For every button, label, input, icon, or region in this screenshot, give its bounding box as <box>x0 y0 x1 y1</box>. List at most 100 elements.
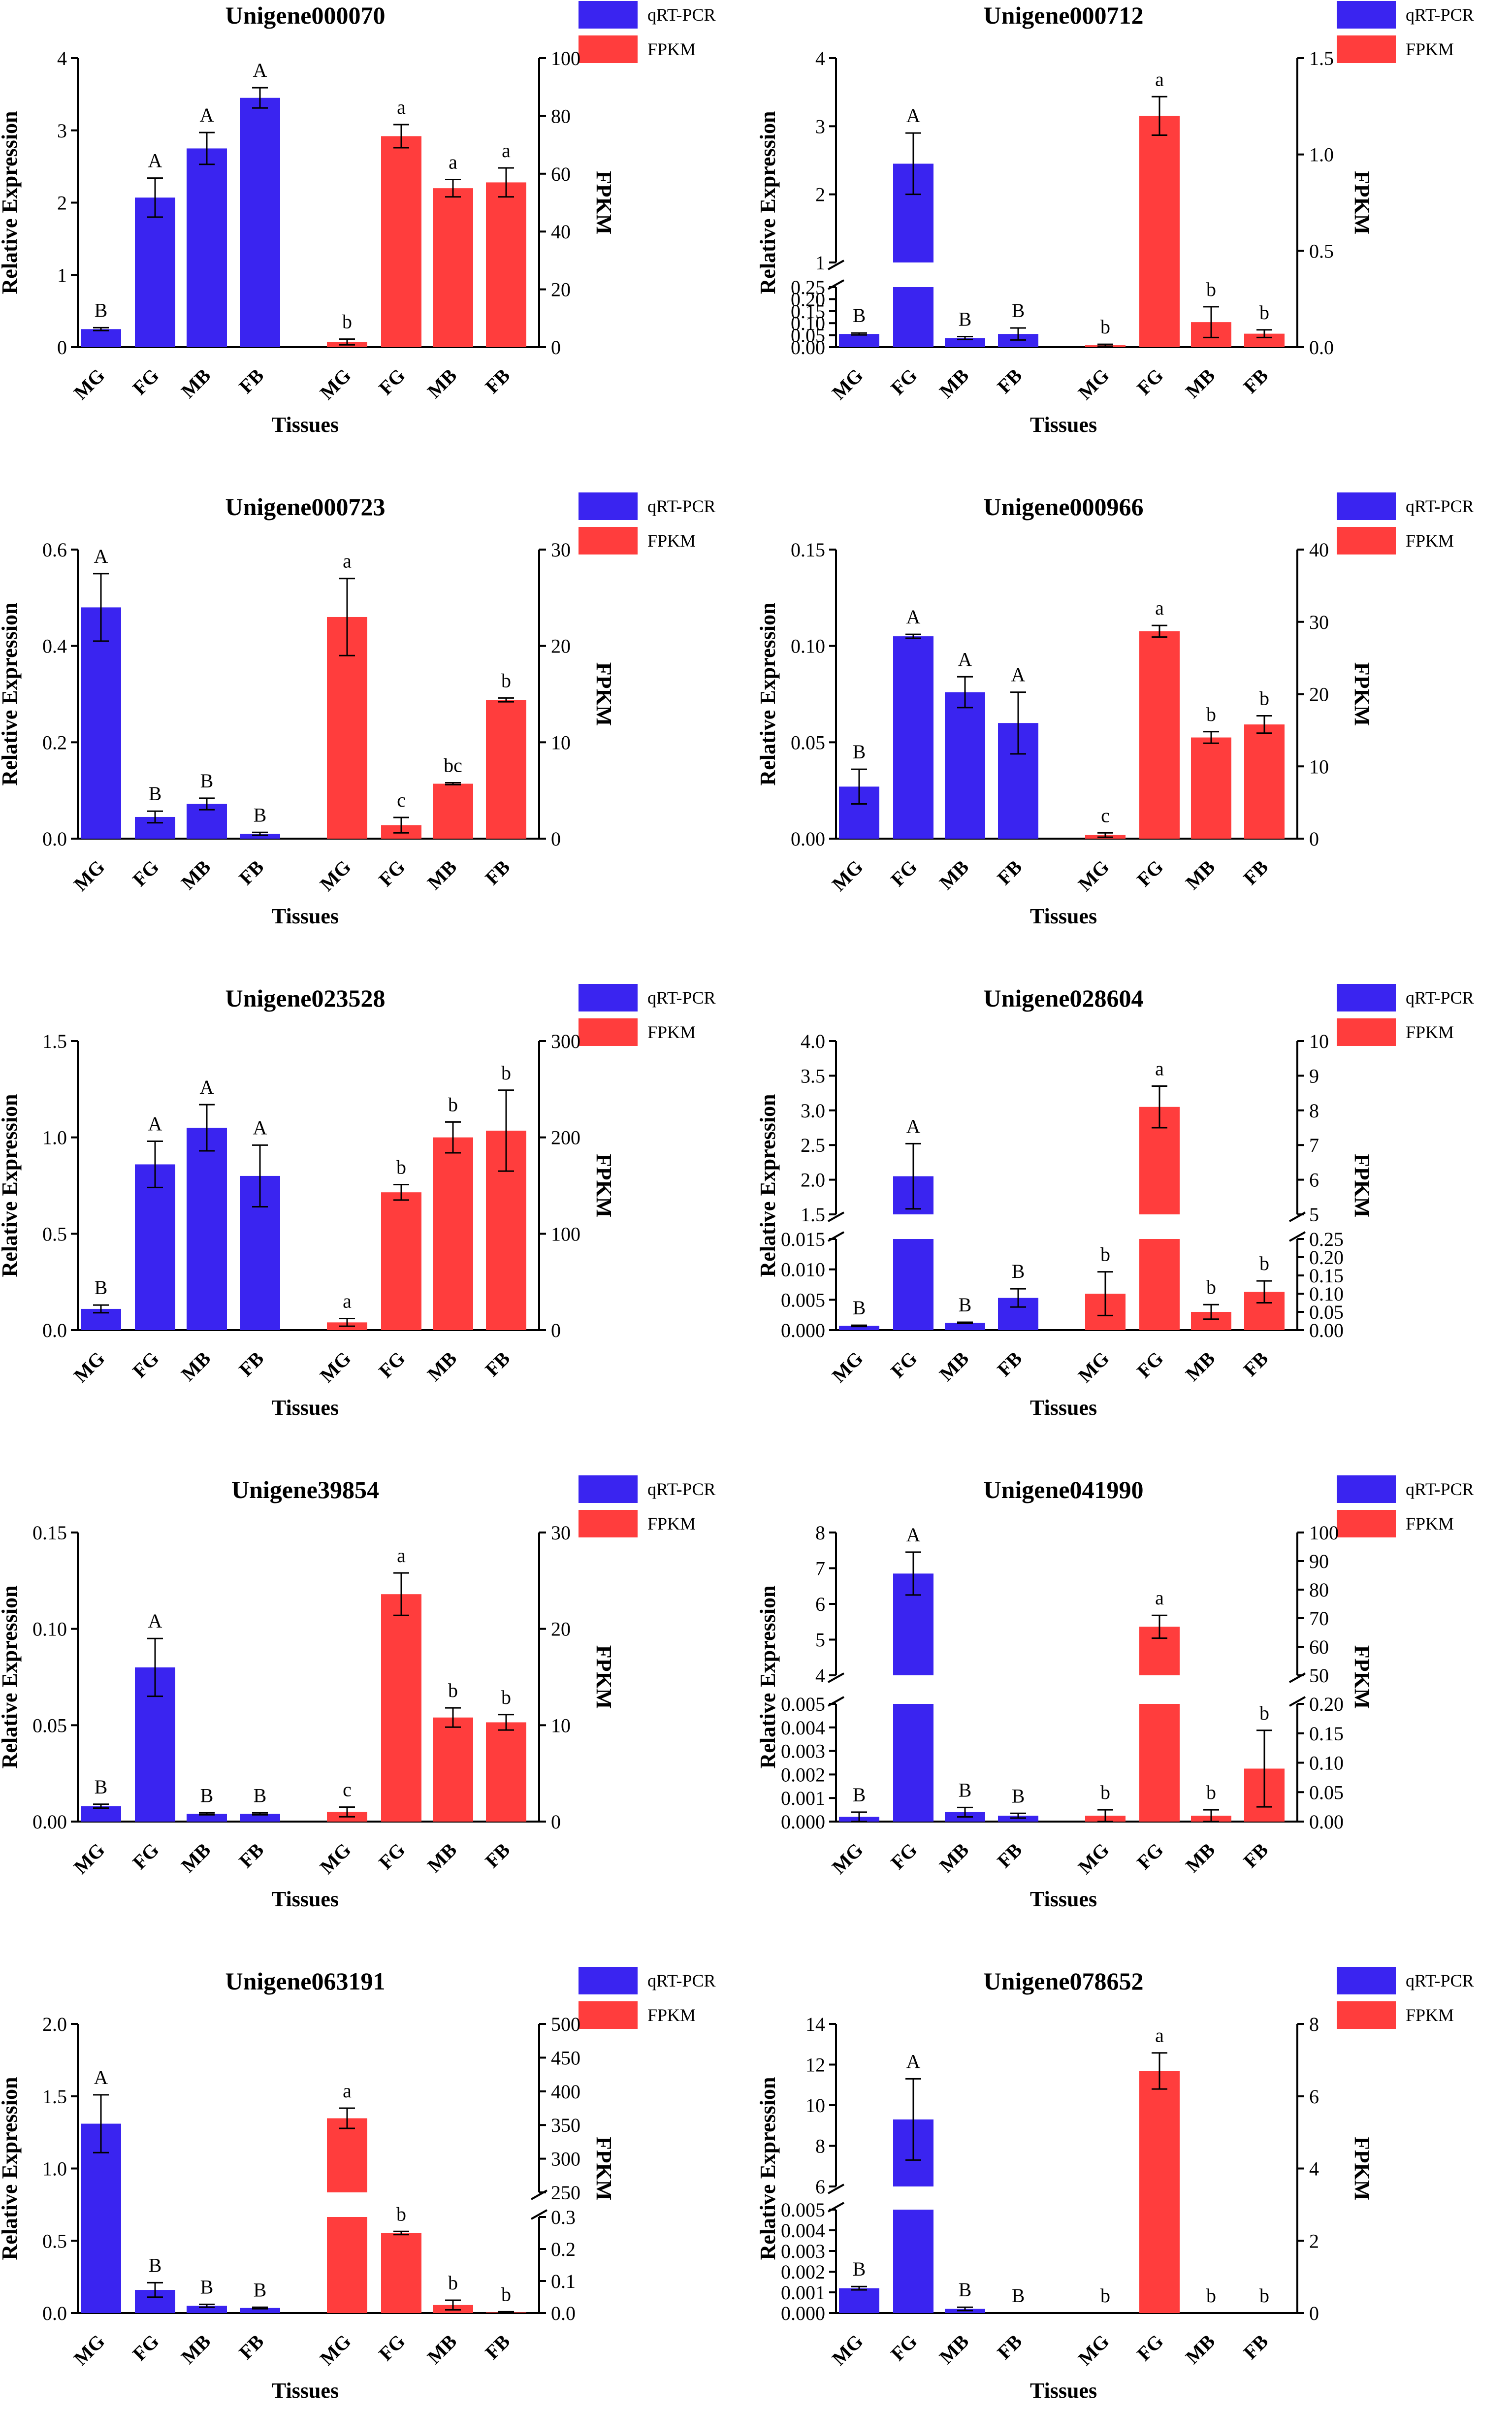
x-category-label: MG <box>1074 856 1114 896</box>
fpkm-bar-FG <box>1139 116 1180 347</box>
right-axis-tick-label: 0.10 <box>1309 1283 1344 1305</box>
qrt-significance-letter: B <box>959 308 972 330</box>
fpkm-significance-letter: b <box>342 311 352 333</box>
x-axis-title: Tissues <box>1030 2379 1097 2403</box>
right-axis-tick-label: 0 <box>551 1319 561 1341</box>
left-axis-tick-label: 0.010 <box>781 1259 825 1281</box>
legend-swatch-fpkm <box>1337 1510 1396 1537</box>
x-axis-title: Tissues <box>1030 1887 1097 1911</box>
qrt-bar-break-gap <box>892 2186 934 2210</box>
chart-title: Unigene000966 <box>984 493 1144 521</box>
legend-swatch-qrt <box>579 492 638 520</box>
qrt-significance-letter: B <box>200 2276 214 2298</box>
x-category-label: MG <box>316 1347 355 1387</box>
right-axis-tick-label: 40 <box>1309 539 1329 561</box>
x-category-label: MG <box>69 2330 109 2370</box>
fpkm-bar-FG <box>1139 2071 1180 2313</box>
qrt-significance-letter: B <box>853 1297 866 1319</box>
y-axis-title-left: Relative Expression <box>756 1586 780 1769</box>
left-axis-break-mark <box>828 1696 844 1707</box>
fpkm-significance-letter: b <box>501 1062 511 1084</box>
legend-swatch-qrt <box>1337 984 1396 1011</box>
right-axis-tick-label: 0.20 <box>1309 1693 1344 1715</box>
legend-swatch-qrt <box>579 984 638 1011</box>
right-axis-tick-label: 250 <box>551 2182 580 2204</box>
y-axis-title-right: FPKM <box>1350 1645 1374 1709</box>
x-category-label: FG <box>886 1347 921 1382</box>
legend-swatch-fpkm <box>1337 527 1396 554</box>
left-axis-tick-label: 0 <box>57 336 67 359</box>
fpkm-significance-letter: a <box>343 550 352 572</box>
qrt-significance-letter: B <box>95 1776 108 1798</box>
left-axis-tick-label: 8 <box>815 2135 825 2157</box>
x-category-label: FG <box>128 2330 163 2365</box>
right-axis-tick-label: 8 <box>1309 2013 1319 2035</box>
qrt-bar-MB <box>187 1814 227 1822</box>
fpkm-bar-FB <box>486 182 526 347</box>
y-axis-title-right: FPKM <box>592 171 616 235</box>
qrt-significance-letter: A <box>906 2050 921 2072</box>
qrt-bar-MB <box>945 338 985 347</box>
x-category-label: MG <box>316 364 355 404</box>
right-axis-tick-label: 0.25 <box>1309 1228 1344 1250</box>
right-axis-break-mark <box>1289 1211 1306 1222</box>
x-category-label: MB <box>423 1839 461 1877</box>
fpkm-significance-letter: a <box>449 151 457 173</box>
x-category-label: FB <box>481 856 514 889</box>
left-axis-break-mark <box>828 2184 844 2194</box>
left-axis-tick-label: 8 <box>815 1522 825 1544</box>
x-category-label: FG <box>1132 1347 1167 1382</box>
x-category-label: FG <box>1132 364 1167 399</box>
fpkm-bar-break-gap <box>1138 1675 1181 1704</box>
legend-label-qrt: qRT-PCR <box>647 1479 716 1499</box>
left-axis-tick-label: 1.0 <box>42 1127 67 1149</box>
y-axis-title-left: Relative Expression <box>0 603 22 786</box>
left-axis-tick-label: 0.000 <box>781 1811 825 1833</box>
fpkm-significance-letter: b <box>501 669 511 691</box>
legend-swatch-fpkm <box>1337 1018 1396 1046</box>
legend-label-qrt: qRT-PCR <box>1406 496 1474 516</box>
x-category-label: FB <box>1239 1347 1272 1381</box>
fpkm-bar-MB <box>1191 737 1231 839</box>
y-axis-title-left: Relative Expression <box>0 1094 22 1277</box>
x-category-label: FG <box>886 2330 921 2365</box>
qrt-significance-letter: A <box>148 1112 162 1135</box>
x-category-label: FB <box>234 1347 268 1381</box>
right-axis-tick-label: 200 <box>551 1127 580 1149</box>
legend-label-qrt: qRT-PCR <box>1406 5 1474 25</box>
legend-label-fpkm: FPKM <box>1406 2005 1454 2025</box>
fpkm-significance-letter: a <box>1155 2024 1164 2047</box>
right-axis-tick-label: 1.5 <box>1309 47 1334 69</box>
fpkm-bar-break-gap <box>1138 1214 1181 1239</box>
right-axis-tick-label: 0.05 <box>1309 1781 1344 1803</box>
qrt-bar-MB <box>945 692 985 839</box>
qrt-significance-letter: B <box>1012 299 1025 322</box>
fpkm-bar-FG <box>381 1192 421 1330</box>
left-axis-tick-label: 0.0 <box>42 828 67 850</box>
left-axis-tick-label: 0.4 <box>42 635 67 657</box>
x-category-label: MG <box>1074 1347 1114 1387</box>
fpkm-significance-letter: b <box>1206 1781 1216 1803</box>
x-category-label: FG <box>374 364 409 399</box>
x-category-label: FG <box>128 856 163 891</box>
left-axis-tick-label: 0.25 <box>791 276 825 298</box>
right-axis-tick-label: 20 <box>551 279 571 301</box>
right-axis-tick-label: 2 <box>1309 2230 1319 2252</box>
x-category-label: MG <box>69 1347 109 1387</box>
qrt-significance-letter: B <box>200 770 214 792</box>
y-axis-title-right: FPKM <box>592 1154 616 1218</box>
x-category-label: FB <box>993 1347 1026 1381</box>
qrt-significance-letter: A <box>906 104 921 127</box>
left-axis-tick-label: 2.5 <box>801 1134 825 1156</box>
fpkm-significance-letter: b <box>501 2283 511 2305</box>
qrt-bar-FG <box>135 197 175 347</box>
qrt-significance-letter: A <box>253 59 267 81</box>
left-axis-tick-label: 1 <box>815 252 825 274</box>
left-axis-tick-label: 2 <box>815 184 825 206</box>
x-category-label: MB <box>935 856 973 894</box>
right-axis-tick-label: 1.0 <box>1309 144 1334 166</box>
y-axis-title-right: FPKM <box>1350 171 1374 235</box>
fpkm-significance-letter: b <box>1259 301 1269 324</box>
x-axis-title: Tissues <box>1030 413 1097 437</box>
qrt-significance-letter: B <box>95 299 108 321</box>
